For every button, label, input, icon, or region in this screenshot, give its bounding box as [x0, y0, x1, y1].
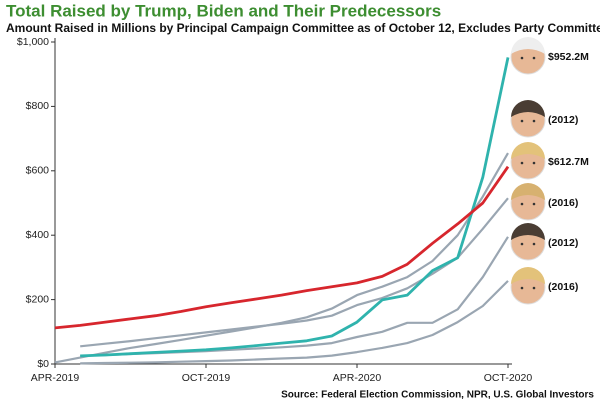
portrait-hair: [511, 183, 545, 200]
y-tick-label: $1,000: [17, 36, 49, 48]
value-label: $952.2M: [548, 51, 589, 63]
series-label: (2016): [548, 281, 578, 293]
series-line: [54, 165, 510, 330]
portrait-eye: [520, 202, 524, 206]
series-label: (2012): [548, 237, 578, 249]
portrait: [510, 37, 546, 75]
portrait-hair: [511, 142, 545, 159]
chart-title: Total Raised by Trump, Biden and Their P…: [6, 1, 441, 20]
portrait-eye: [520, 242, 524, 246]
portrait: [510, 267, 546, 305]
x-tick-label: APR-2019: [31, 372, 80, 384]
series-line: [80, 236, 509, 357]
x-tick-label: OCT-2020: [484, 372, 533, 384]
portrait: [510, 142, 546, 180]
series-label: (2012): [548, 114, 578, 126]
portrait-eye: [532, 286, 536, 290]
y-tick-label: $0: [37, 358, 49, 370]
portrait-eye: [520, 286, 524, 290]
portrait-eye: [532, 119, 536, 123]
portrait: [510, 223, 546, 261]
series-line: [80, 197, 509, 348]
y-tick-label: $600: [26, 165, 50, 177]
portrait-hair: [511, 267, 545, 284]
portrait-eye: [532, 202, 536, 206]
series-line: [80, 57, 510, 358]
portrait-hair: [511, 37, 545, 54]
value-label: $612.7M: [548, 156, 589, 168]
y-tick-label: $400: [26, 229, 50, 241]
y-tick-label: $800: [26, 100, 50, 112]
portrait-eye: [520, 119, 524, 123]
portrait: [510, 183, 546, 221]
portrait-eye: [532, 56, 536, 60]
source: Source: Federal Election Commission, NPR…: [281, 390, 594, 401]
portrait-eye: [532, 161, 536, 165]
series-line: [80, 280, 509, 365]
portrait-hair: [511, 100, 545, 117]
x-tick-label: OCT-2019: [182, 372, 231, 384]
portrait-eye: [520, 56, 524, 60]
portrait-eye: [532, 242, 536, 246]
portrait: [510, 100, 546, 138]
series-label: (2016): [548, 197, 578, 209]
chart-subtitle: Amount Raised in Millions by Principal C…: [6, 21, 600, 35]
portrait-hair: [511, 223, 545, 240]
portrait-eye: [520, 161, 524, 165]
x-tick-label: APR-2020: [333, 372, 382, 384]
y-tick-label: $200: [26, 293, 50, 305]
